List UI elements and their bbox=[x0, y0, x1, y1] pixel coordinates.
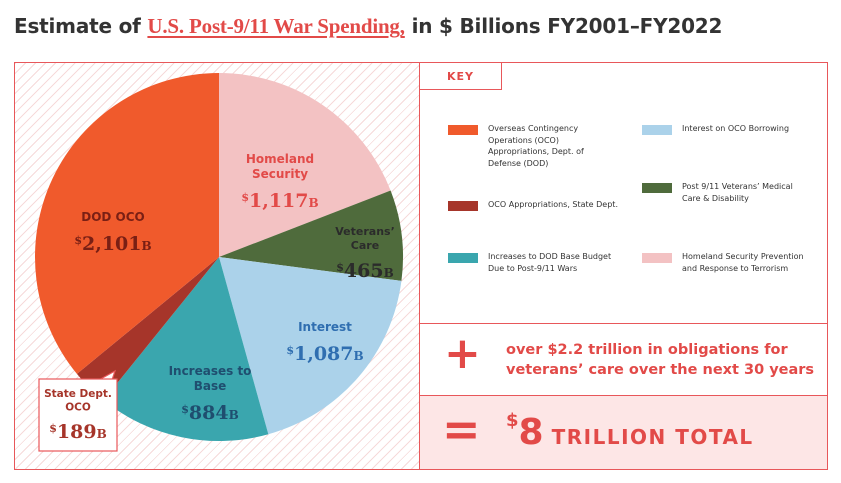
slice-value: $189B bbox=[49, 421, 106, 443]
pie-slice-dod-oco bbox=[35, 73, 220, 374]
key-swatch bbox=[642, 253, 672, 263]
key-panel: KEY Overseas Contingency Operations (OCO… bbox=[420, 62, 828, 324]
pie-slice-state-dept-oco bbox=[76, 257, 219, 401]
total-dollar: $ bbox=[506, 410, 519, 431]
slice-value: $1,087B bbox=[286, 343, 363, 365]
slice-name: Veterans’ bbox=[335, 225, 395, 238]
key-swatch bbox=[448, 201, 478, 211]
slice-label: DOD OCO $2,101B bbox=[74, 210, 151, 255]
key-item-state-oco: OCO Appropriations, State Dept. bbox=[448, 199, 618, 211]
total-words: TRILLION TOTAL bbox=[551, 425, 754, 449]
title-highlight: U.S. Post-9/11 War Spending, bbox=[147, 14, 405, 38]
key-item-homeland: Homeland Security Prevention and Respons… bbox=[642, 251, 812, 274]
slice-name: State Dept. bbox=[44, 388, 112, 400]
pie-slice-veterans-care bbox=[219, 190, 403, 281]
key-item-dod-oco: Overseas Contingency Operations (OCO) Ap… bbox=[448, 123, 618, 169]
slice-name: Care bbox=[351, 239, 379, 252]
key-item-interest: Interest on OCO Borrowing bbox=[642, 123, 812, 135]
veterans-obligations-panel: + over $2.2 trillion in obligations for … bbox=[420, 324, 828, 396]
slice-value: $2,101B bbox=[74, 233, 151, 255]
title-suffix: in $ Billions FY2001–FY2022 bbox=[411, 14, 723, 38]
key-swatch bbox=[448, 125, 478, 135]
slice-value: $465B bbox=[336, 260, 393, 282]
slice-label: Interest $1,087B bbox=[286, 320, 363, 365]
key-label: Interest on OCO Borrowing bbox=[682, 124, 790, 133]
slice-name: Security bbox=[252, 167, 308, 181]
slice-name: DOD OCO bbox=[81, 210, 145, 224]
equals-icon: = bbox=[442, 402, 481, 456]
slice-name: Increases to bbox=[169, 364, 252, 378]
pie-slice-increases-to-base bbox=[103, 257, 269, 442]
slice-label: State Dept. OCO $189B bbox=[44, 388, 112, 443]
slice-value: $884B bbox=[181, 402, 238, 424]
veterans-obligations-text: over $2.2 trillion in obligations for ve… bbox=[506, 342, 815, 378]
key-swatch bbox=[642, 125, 672, 135]
key-title: KEY bbox=[420, 63, 502, 90]
total-text: $8 TRILLION TOTAL bbox=[506, 410, 754, 453]
chart-title: Estimate of U.S. Post-9/11 War Spending,… bbox=[14, 14, 722, 39]
key-item-veterans: Post 9/11 Veterans’ Medical Care & Disab… bbox=[642, 181, 812, 204]
slice-name: OCO bbox=[65, 402, 91, 414]
slice-name: Base bbox=[194, 379, 227, 393]
slice-value: $1,117B bbox=[241, 190, 318, 212]
title-prefix: Estimate of bbox=[14, 14, 141, 38]
key-swatch bbox=[642, 183, 672, 193]
key-label: OCO Appropriations, State Dept. bbox=[488, 200, 618, 209]
pie-slice-homeland-security bbox=[219, 73, 391, 257]
pie-slice-interest bbox=[219, 257, 402, 435]
slice-name: Interest bbox=[298, 320, 352, 334]
callout-box bbox=[38, 378, 118, 452]
key-label: Homeland Security Prevention and Respons… bbox=[682, 252, 804, 273]
key-label: Overseas Contingency Operations (OCO) Ap… bbox=[488, 124, 584, 168]
key-label: Post 9/11 Veterans’ Medical Care & Disab… bbox=[682, 182, 793, 203]
total-panel: = $8 TRILLION TOTAL bbox=[420, 396, 828, 470]
total-amount: 8 bbox=[518, 412, 544, 453]
slice-name: Homeland bbox=[246, 152, 314, 166]
key-swatch bbox=[448, 253, 478, 263]
plus-icon: + bbox=[444, 328, 481, 379]
pie-panel: Homeland Security $1,117B Veterans’ Care $465… bbox=[14, 62, 420, 470]
key-label: Increases to DOD Base Budget Due to Post… bbox=[488, 252, 612, 273]
key-item-base-budget: Increases to DOD Base Budget Due to Post… bbox=[448, 251, 618, 274]
slice-label: Veterans’Care $465B bbox=[335, 225, 395, 282]
state-dept-callout: State Dept. OCO $189B bbox=[38, 369, 118, 452]
